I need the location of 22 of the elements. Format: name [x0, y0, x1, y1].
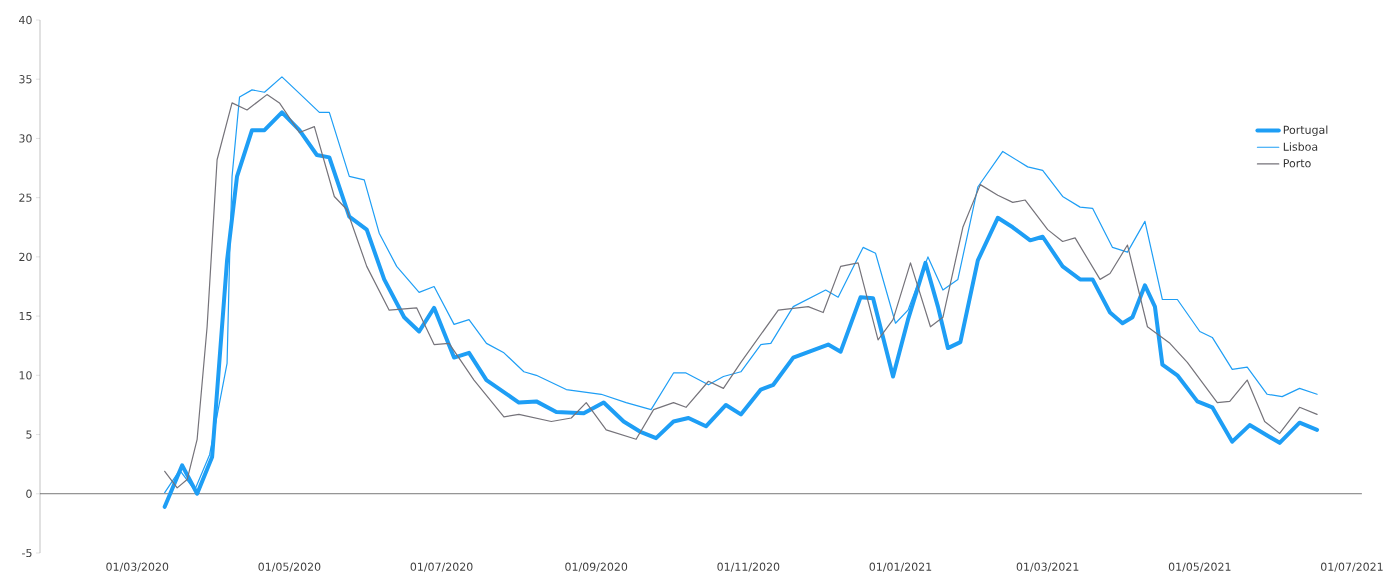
legend-label: Lisboa — [1283, 142, 1318, 151]
x-tick-label: 01/05/2020 — [258, 562, 321, 572]
y-tick-label: 0 — [26, 489, 32, 498]
y-tick-label: 20 — [19, 252, 32, 262]
x-tick-label: 01/05/2021 — [1168, 562, 1231, 572]
x-tick-label: 01/01/2021 — [869, 562, 932, 572]
x-tick-label: 01/03/2020 — [106, 562, 169, 572]
x-tick-label: 01/03/2021 — [1016, 562, 1079, 572]
y-tick-label: 40 — [19, 15, 32, 25]
x-tick-label: 01/11/2020 — [717, 562, 780, 572]
legend-label: Porto — [1283, 159, 1311, 168]
x-tick-label: 01/07/2020 — [410, 562, 473, 572]
x-tick-label: 01/07/2021 — [1320, 562, 1383, 572]
x-tick-label: 01/09/2020 — [565, 562, 628, 572]
y-tick-label: 15 — [19, 312, 32, 321]
y-tick-label: 35 — [19, 75, 32, 84]
y-tick-label: 5 — [26, 430, 32, 439]
legend-label: Portugal — [1283, 125, 1328, 137]
y-tick-label: 25 — [19, 193, 32, 202]
y-tick-label: -5 — [22, 548, 32, 558]
y-tick-label: 10 — [19, 371, 32, 380]
y-tick-label: 30 — [19, 134, 32, 143]
